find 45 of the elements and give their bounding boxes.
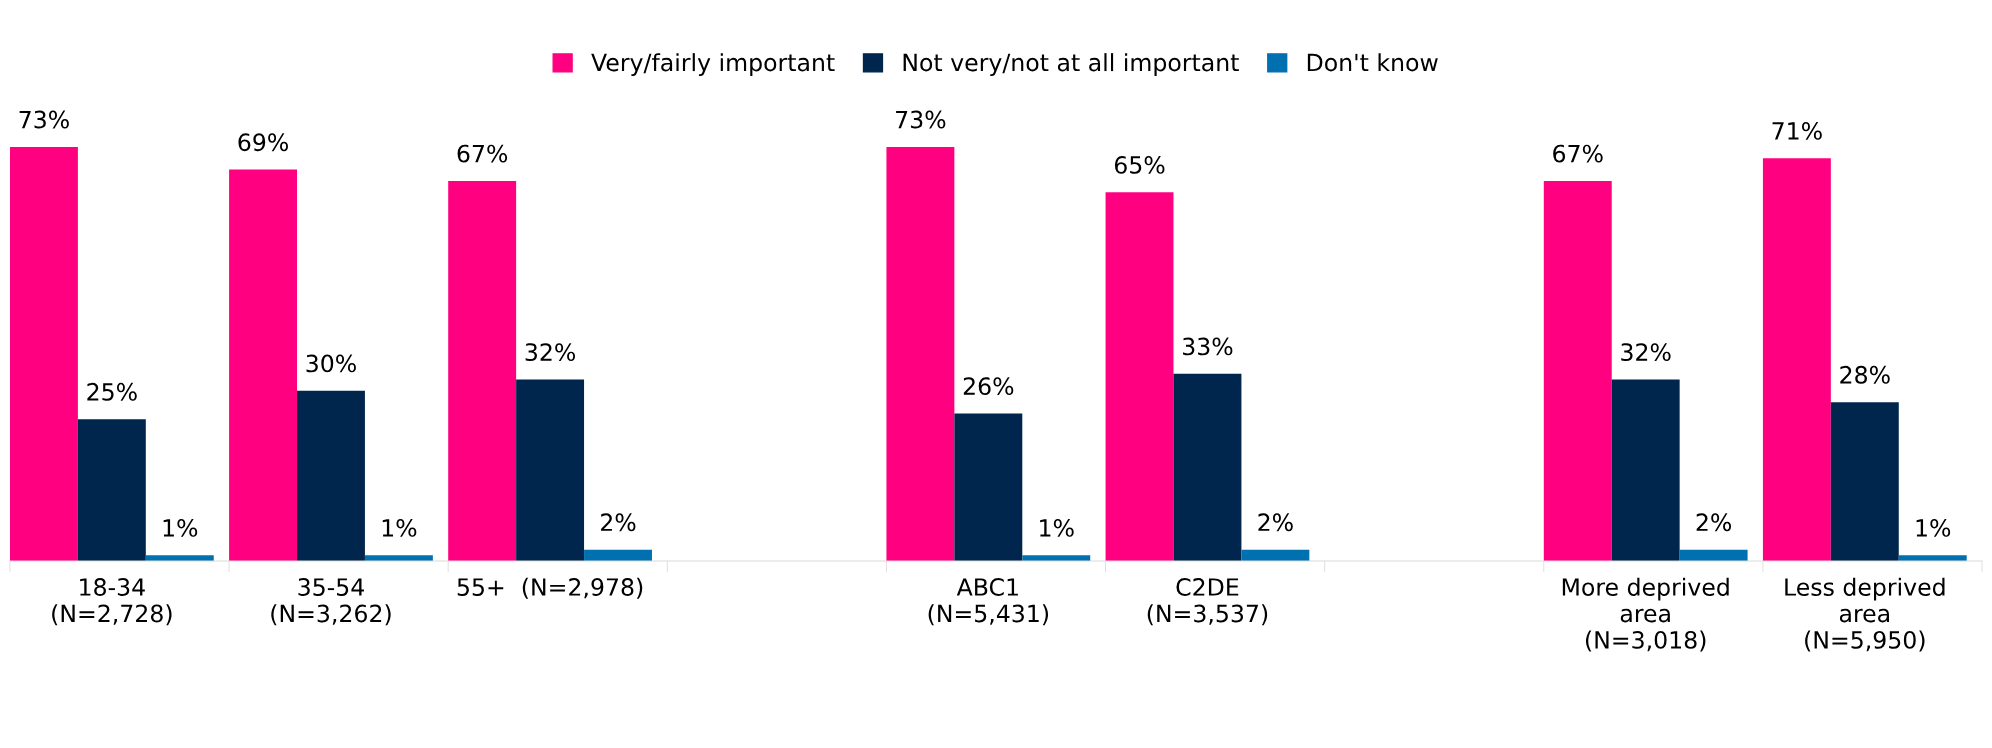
data-label: 2% bbox=[601, 513, 636, 532]
x-tick-label: C2DE (N=3,537) bbox=[1147, 578, 1268, 626]
x-tick-label: ABC1 (N=5,431) bbox=[928, 578, 1049, 626]
data-label: 32% bbox=[525, 343, 576, 362]
bar bbox=[297, 390, 365, 561]
data-label: 33% bbox=[1183, 337, 1233, 356]
data-label: 73% bbox=[19, 110, 69, 129]
x-tick-label: Less deprived area (N=5,950) bbox=[1785, 577, 1945, 652]
data-label: 26% bbox=[963, 377, 1014, 396]
data-label: 2% bbox=[1696, 513, 1732, 532]
x-tick-label: 18-34 (N=2,728) bbox=[52, 578, 172, 626]
data-label: 1% bbox=[382, 519, 417, 537]
data-label: 28% bbox=[1840, 365, 1890, 384]
data-label: 67% bbox=[1553, 144, 1603, 163]
legend-label: Don't know bbox=[1307, 53, 1438, 72]
bar bbox=[1173, 373, 1242, 561]
bar bbox=[77, 419, 146, 561]
data-label: 71% bbox=[1772, 121, 1822, 140]
x-tick-label: 55+ (N=2,978) bbox=[457, 577, 643, 599]
x-tick-label: More deprived area (N=3,018) bbox=[1562, 577, 1729, 652]
data-label: 1% bbox=[1040, 519, 1074, 537]
bar bbox=[516, 379, 585, 561]
data-label: 73% bbox=[896, 110, 946, 129]
data-label: 67% bbox=[457, 144, 508, 163]
data-label: 65% bbox=[1114, 155, 1165, 174]
data-label: 1% bbox=[163, 519, 198, 537]
bar bbox=[1105, 192, 1174, 561]
bar bbox=[1830, 402, 1899, 561]
data-label: 69% bbox=[238, 133, 288, 152]
bar bbox=[9, 146, 78, 561]
bar bbox=[1611, 379, 1680, 561]
bar bbox=[229, 169, 298, 561]
legend-label: Very/fairly important bbox=[591, 53, 835, 76]
legend-label: Not very/not at all important bbox=[903, 53, 1239, 76]
data-label: 25% bbox=[87, 382, 137, 401]
data-label: 32% bbox=[1621, 343, 1671, 362]
bar bbox=[448, 180, 517, 561]
data-label: 30% bbox=[306, 354, 356, 373]
data-label: 2% bbox=[1258, 513, 1293, 532]
bar bbox=[886, 146, 955, 561]
bar bbox=[954, 413, 1023, 561]
bar bbox=[1762, 158, 1831, 561]
data-label: 1% bbox=[1916, 519, 1951, 537]
bar bbox=[1543, 180, 1612, 561]
x-tick-label: 35-54 (N=3,262) bbox=[271, 578, 391, 626]
